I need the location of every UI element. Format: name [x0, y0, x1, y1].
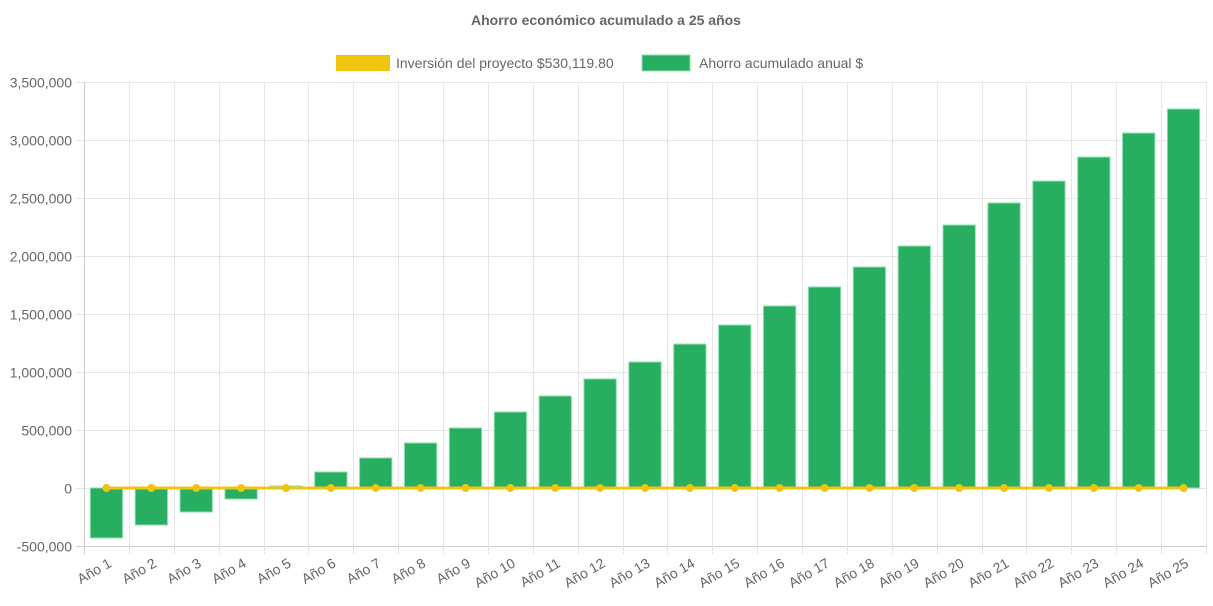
bar-Año 1[interactable]	[89, 487, 124, 539]
bar-Año 20[interactable]	[942, 224, 976, 489]
investment-point-Año 9[interactable]	[461, 484, 470, 492]
bar-Año 25[interactable]	[1166, 108, 1201, 489]
y-tick-label: 500,000	[21, 423, 72, 439]
x-tick-label: Año 8	[388, 555, 428, 587]
investment-point-Año 2[interactable]	[147, 484, 156, 492]
investment-point-Año 25[interactable]	[1179, 484, 1188, 492]
bar-Año 17[interactable]	[807, 286, 842, 489]
investment-point-Año 14[interactable]	[685, 484, 694, 492]
x-tick-label: Año 15	[696, 555, 743, 591]
investment-point-Año 18[interactable]	[865, 484, 874, 492]
y-tick-label: 3,500,000	[10, 75, 72, 91]
bar-Año 9[interactable]	[448, 427, 483, 489]
investment-point-Año 21[interactable]	[1000, 484, 1009, 492]
y-tick-label: 3,000,000	[10, 133, 72, 149]
y-tick-label: 1,500,000	[10, 307, 72, 323]
investment-point-Año 6[interactable]	[326, 484, 335, 492]
x-tick-label: Año 24	[1100, 555, 1147, 591]
x-tick-label: Año 9	[433, 555, 473, 587]
legend-swatch-savings[interactable]	[641, 54, 691, 72]
investment-point-Año 12[interactable]	[596, 484, 605, 492]
x-tick-label: Año 3	[164, 555, 204, 587]
investment-point-Año 22[interactable]	[1044, 484, 1053, 492]
investment-point-Año 11[interactable]	[551, 484, 560, 492]
investment-point-Año 13[interactable]	[641, 484, 649, 492]
x-tick-label: Año 21	[965, 555, 1012, 591]
bar-Año 19[interactable]	[897, 245, 931, 489]
investment-point-Año 4[interactable]	[237, 484, 246, 492]
investment-point-Año 17[interactable]	[820, 484, 829, 492]
y-tick-label: 1,000,000	[10, 365, 72, 381]
x-tick-label: Año 14	[651, 555, 698, 591]
x-tick-label: Año 10	[471, 555, 518, 591]
x-tick-label: Año 7	[344, 555, 384, 587]
bar-Año 18[interactable]	[852, 266, 887, 489]
bar-Año 14[interactable]	[673, 343, 707, 489]
y-tick-label: 2,500,000	[10, 191, 72, 207]
x-tick-label: Año 13	[606, 555, 653, 591]
x-tick-label: Año 11	[517, 555, 563, 591]
x-tick-label: Año 2	[119, 555, 159, 587]
legend-label-investment[interactable]: Inversión del proyecto $530,119.80	[396, 55, 614, 71]
x-tick-label: Año 22	[1010, 555, 1057, 591]
x-tick-label: Año 12	[561, 555, 608, 591]
investment-point-Año 10[interactable]	[506, 484, 515, 492]
x-tick-label: Año 16	[741, 555, 788, 591]
bar-Año 15[interactable]	[718, 324, 752, 489]
y-tick-label: 2,000,000	[10, 249, 72, 265]
investment-point-Año 23[interactable]	[1089, 484, 1098, 492]
investment-point-Año 1[interactable]	[102, 484, 111, 492]
x-tick-label: Año 23	[1055, 555, 1102, 591]
investment-point-Año 7[interactable]	[371, 484, 380, 492]
bar-Año 23[interactable]	[1077, 156, 1111, 489]
bar-Año 22[interactable]	[1032, 180, 1066, 489]
investment-point-Año 15[interactable]	[730, 484, 739, 492]
y-tick-label: -500,000	[17, 539, 72, 555]
x-tick-label: Año 25	[1145, 555, 1192, 591]
investment-point-Año 3[interactable]	[192, 484, 201, 492]
investment-point-Año 8[interactable]	[416, 484, 425, 492]
x-tick-label: Año 17	[786, 555, 833, 591]
legend-label-savings[interactable]: Ahorro acumulado anual $	[699, 55, 863, 71]
bar-Año 11[interactable]	[538, 395, 572, 489]
x-tick-label: Año 1	[74, 555, 114, 587]
investment-point-Año 16[interactable]	[775, 484, 784, 492]
x-tick-label: Año 6	[299, 555, 339, 587]
x-tick-label: Año 19	[875, 555, 922, 591]
chart-title: Ahorro económico acumulado a 25 años	[471, 12, 741, 28]
y-tick-label: 0	[64, 481, 72, 497]
investment-point-Año 24[interactable]	[1134, 484, 1143, 492]
bar-Año 8[interactable]	[403, 442, 438, 489]
bar-Año 7[interactable]	[359, 457, 393, 489]
investment-point-Año 20[interactable]	[955, 484, 964, 492]
legend-swatch-investment[interactable]	[336, 55, 390, 71]
bar-Año 10[interactable]	[493, 411, 528, 489]
legend: Inversión del proyecto $530,119.80 Ahorr…	[336, 54, 863, 72]
x-tick-label: Año 4	[209, 555, 249, 587]
x-tick-label: Año 18	[830, 555, 877, 591]
bar-Año 2[interactable]	[134, 487, 168, 526]
x-tick-label: Año 5	[254, 555, 294, 587]
bar-Año 16[interactable]	[762, 305, 797, 489]
investment-point-Año 19[interactable]	[910, 484, 919, 492]
bar-Año 12[interactable]	[583, 378, 617, 489]
bar-Año 13[interactable]	[628, 361, 662, 489]
bar-Año 21[interactable]	[987, 202, 1021, 489]
bar-Año 24[interactable]	[1122, 132, 1156, 489]
x-tick-label: Año 20	[920, 555, 967, 591]
investment-point-Año 5[interactable]	[281, 484, 290, 492]
